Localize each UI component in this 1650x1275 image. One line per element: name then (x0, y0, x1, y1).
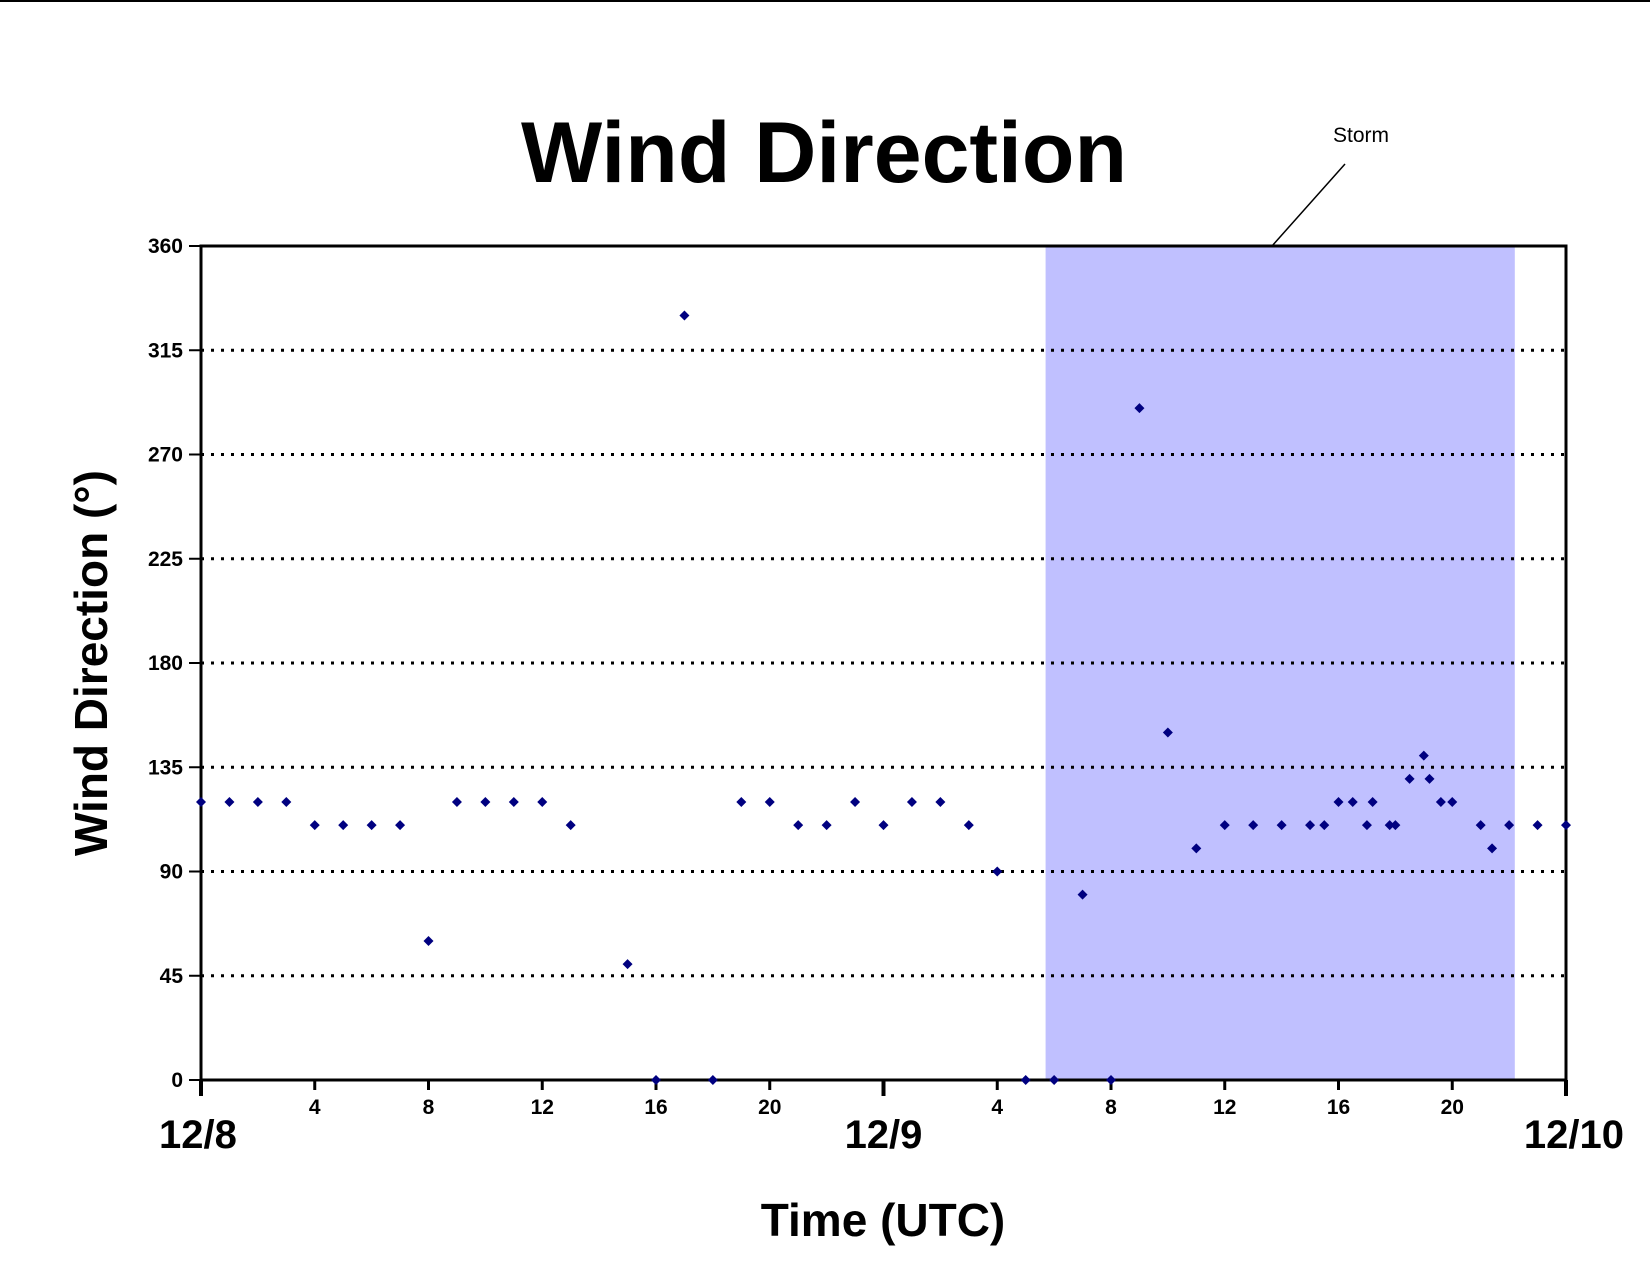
data-point (1162, 727, 1173, 738)
x-date-label: 12/9 (845, 1113, 923, 1157)
data-point (1475, 820, 1486, 831)
data-point (1384, 820, 1395, 831)
data-point (1487, 843, 1498, 854)
storm-shaded-region (1045, 246, 1515, 1080)
y-tick-label: 135 (148, 756, 183, 779)
data-point (679, 310, 690, 321)
data-point (764, 797, 775, 807)
data-point (1532, 820, 1543, 831)
x-tick-label: 12 (531, 1096, 554, 1119)
x-tick-label: 12 (1213, 1096, 1236, 1119)
data-point (281, 797, 292, 807)
data-point (1347, 797, 1358, 807)
data-point (395, 820, 406, 831)
gridlines-layer (201, 348, 1566, 978)
data-point (707, 1075, 718, 1085)
y-tick-label: 90 (160, 861, 183, 884)
y-tick-label: 315 (148, 339, 183, 362)
data-point (565, 820, 576, 831)
data-point (1219, 820, 1230, 831)
storm-annotation-leader-line (1271, 163, 1346, 247)
data-point (651, 1075, 661, 1085)
data-point (1305, 820, 1316, 831)
y-tick-label: 360 (148, 235, 183, 258)
data-point (252, 797, 263, 807)
data-point (1367, 797, 1378, 807)
data-point (1276, 820, 1287, 831)
x-axis-label: Time (UTC) (761, 1194, 1006, 1246)
x-tick-label: 8 (423, 1096, 435, 1119)
y-tick-label: 45 (160, 965, 184, 988)
data-point (1504, 820, 1515, 831)
data-point (1049, 1075, 1060, 1085)
data-point (1435, 797, 1446, 807)
data-point (423, 936, 434, 946)
data-point (480, 797, 491, 807)
data-point (224, 797, 235, 807)
data-point (906, 797, 917, 807)
top-border-rule (0, 0, 1650, 2)
data-point (366, 820, 377, 831)
data-point (1134, 403, 1145, 414)
data-point (736, 797, 747, 807)
data-point (537, 797, 548, 807)
data-point (793, 820, 804, 831)
data-point (850, 797, 861, 807)
x-tick-label: 16 (1327, 1096, 1350, 1119)
x-tick-label: 4 (309, 1096, 321, 1119)
data-point (1106, 1075, 1116, 1085)
data-point (1077, 889, 1088, 900)
x-tick-label: 16 (644, 1096, 667, 1119)
data-point (1404, 773, 1415, 784)
y-axis-label: Wind Direction (°) (65, 470, 117, 856)
data-point (196, 797, 206, 807)
data-point (1418, 750, 1429, 761)
x-tick-label: 4 (991, 1096, 1003, 1119)
x-date-label: 12/10 (1524, 1113, 1624, 1157)
y-tick-label: 225 (148, 548, 183, 571)
data-point (508, 797, 519, 807)
data-point (821, 820, 832, 831)
data-point (1333, 797, 1344, 807)
data-point (451, 797, 462, 807)
data-point (622, 959, 633, 970)
data-point (1447, 797, 1458, 807)
data-point (992, 866, 1003, 877)
data-point (1191, 843, 1202, 854)
storm-annotation: Storm (1333, 124, 1389, 147)
x-date-label: 12/8 (159, 1113, 237, 1157)
data-point (1020, 1075, 1031, 1085)
data-point (338, 820, 349, 831)
data-point (1319, 820, 1330, 831)
storm-region-layer (1045, 246, 1515, 1080)
data-point (878, 820, 889, 831)
data-points-layer (196, 310, 1571, 1085)
x-tick-label: 8 (1105, 1096, 1117, 1119)
data-point (1361, 820, 1372, 831)
data-point (1561, 820, 1571, 831)
data-point (1390, 820, 1401, 831)
y-tick-label: 270 (148, 444, 183, 467)
chart-title: Wind Direction (521, 105, 1127, 201)
data-point (963, 820, 974, 831)
x-tick-label: 20 (1441, 1096, 1464, 1119)
data-point (1424, 773, 1435, 784)
y-tick-label: 0 (171, 1069, 183, 1092)
y-tick-label: 180 (148, 652, 183, 675)
x-tick-label: 20 (758, 1096, 781, 1119)
tick-marks-layer (189, 245, 1568, 1096)
data-point (1248, 820, 1259, 831)
data-point (309, 820, 320, 831)
data-point (935, 797, 946, 807)
